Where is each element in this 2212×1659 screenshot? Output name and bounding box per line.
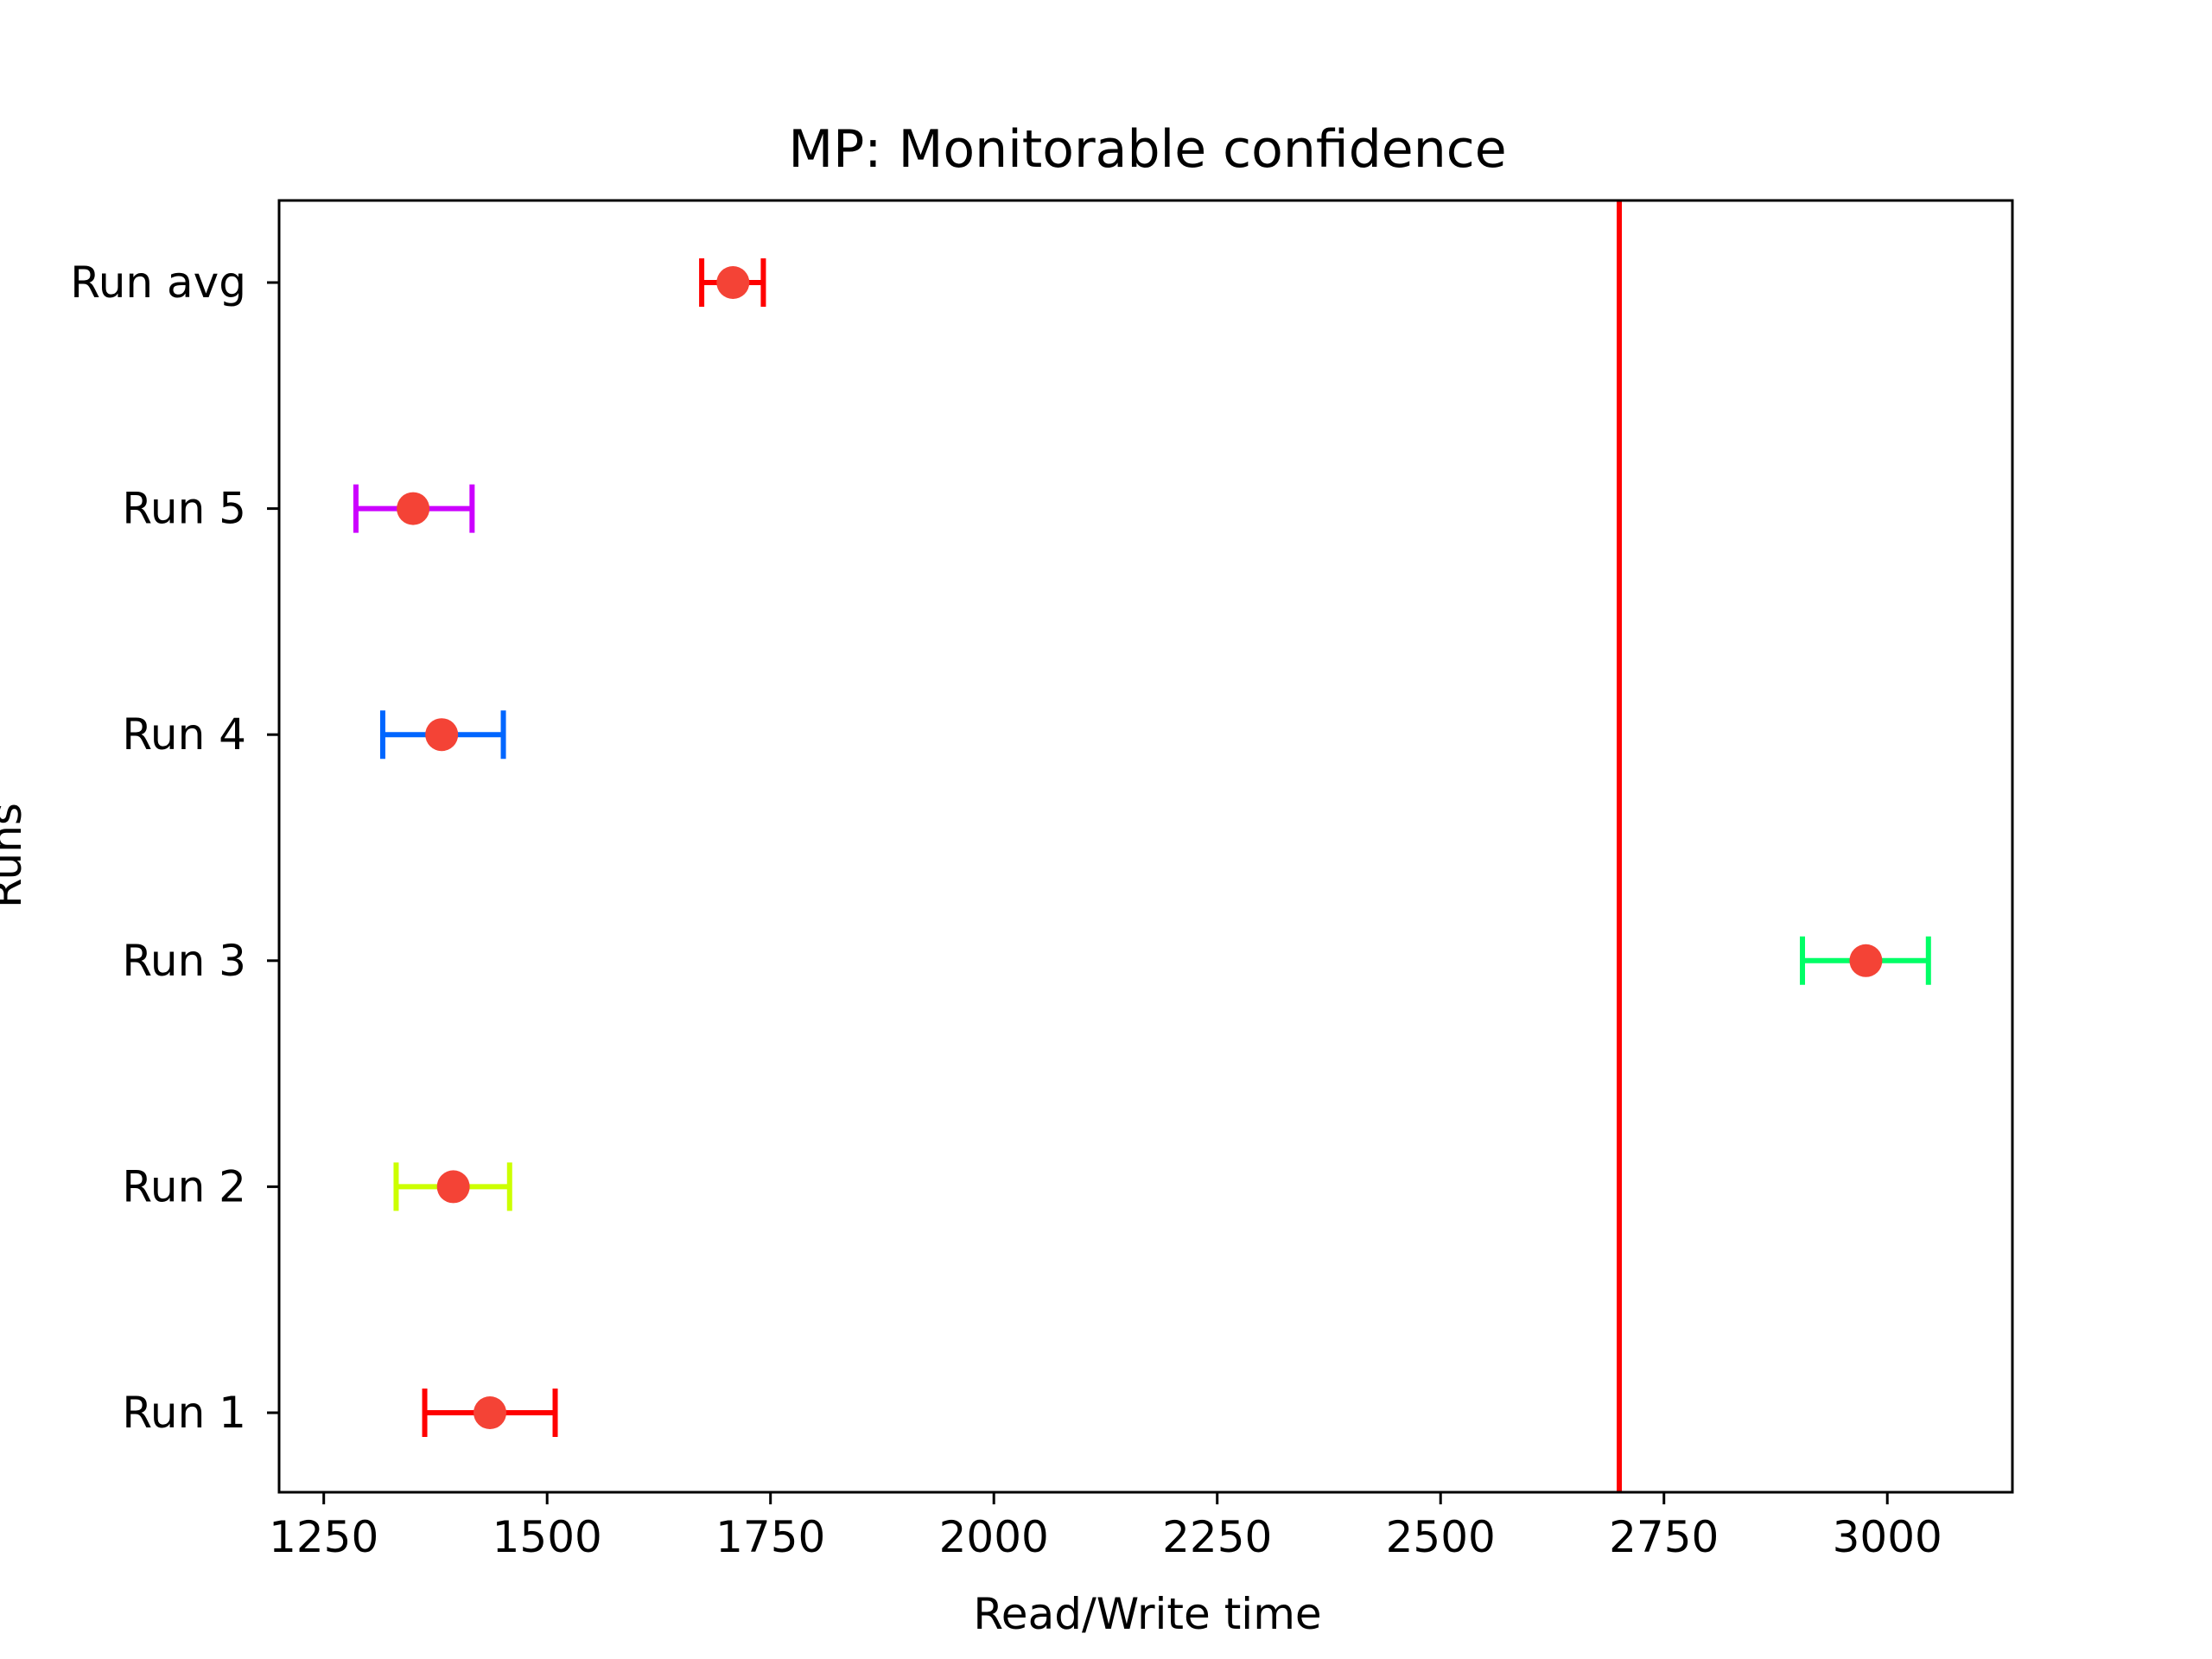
x-tick-label: 2000 bbox=[939, 1512, 1049, 1562]
data-point-run-2 bbox=[436, 1170, 470, 1204]
x-tick-label: 1750 bbox=[715, 1512, 825, 1562]
data-point-run-avg bbox=[716, 266, 750, 299]
y-tick-label: Run 4 bbox=[122, 709, 246, 760]
x-axis-label: Read/Write time bbox=[973, 1589, 1321, 1639]
data-point-run-4 bbox=[425, 718, 459, 752]
y-tick-label: Run avg bbox=[70, 257, 246, 308]
x-tick-label: 2500 bbox=[1386, 1512, 1496, 1562]
y-axis-label: Runs bbox=[0, 803, 31, 908]
x-tick-label: 1500 bbox=[493, 1512, 602, 1562]
y-tick-label: Run 1 bbox=[122, 1388, 246, 1438]
y-tick-label: Run 5 bbox=[122, 484, 246, 534]
data-point-run-1 bbox=[474, 1396, 507, 1429]
x-tick-label: 2750 bbox=[1609, 1512, 1719, 1562]
chart-title: MP: Monitorable confidence bbox=[788, 119, 1506, 180]
y-tick-label: Run 3 bbox=[122, 936, 246, 986]
x-tick-label: 3000 bbox=[1833, 1512, 1942, 1562]
y-tick-label: Run 2 bbox=[122, 1161, 246, 1211]
plot-frame bbox=[277, 199, 2014, 1494]
data-point-run-3 bbox=[1849, 944, 1883, 977]
x-tick-label: 2250 bbox=[1162, 1512, 1272, 1562]
plot-area: 1250 1500 1750 2000 2250 2500 2750 3000 Run 1 Run… bbox=[70, 199, 2014, 1562]
x-tick-label: 1250 bbox=[269, 1512, 378, 1562]
data-point-run-5 bbox=[397, 492, 430, 525]
